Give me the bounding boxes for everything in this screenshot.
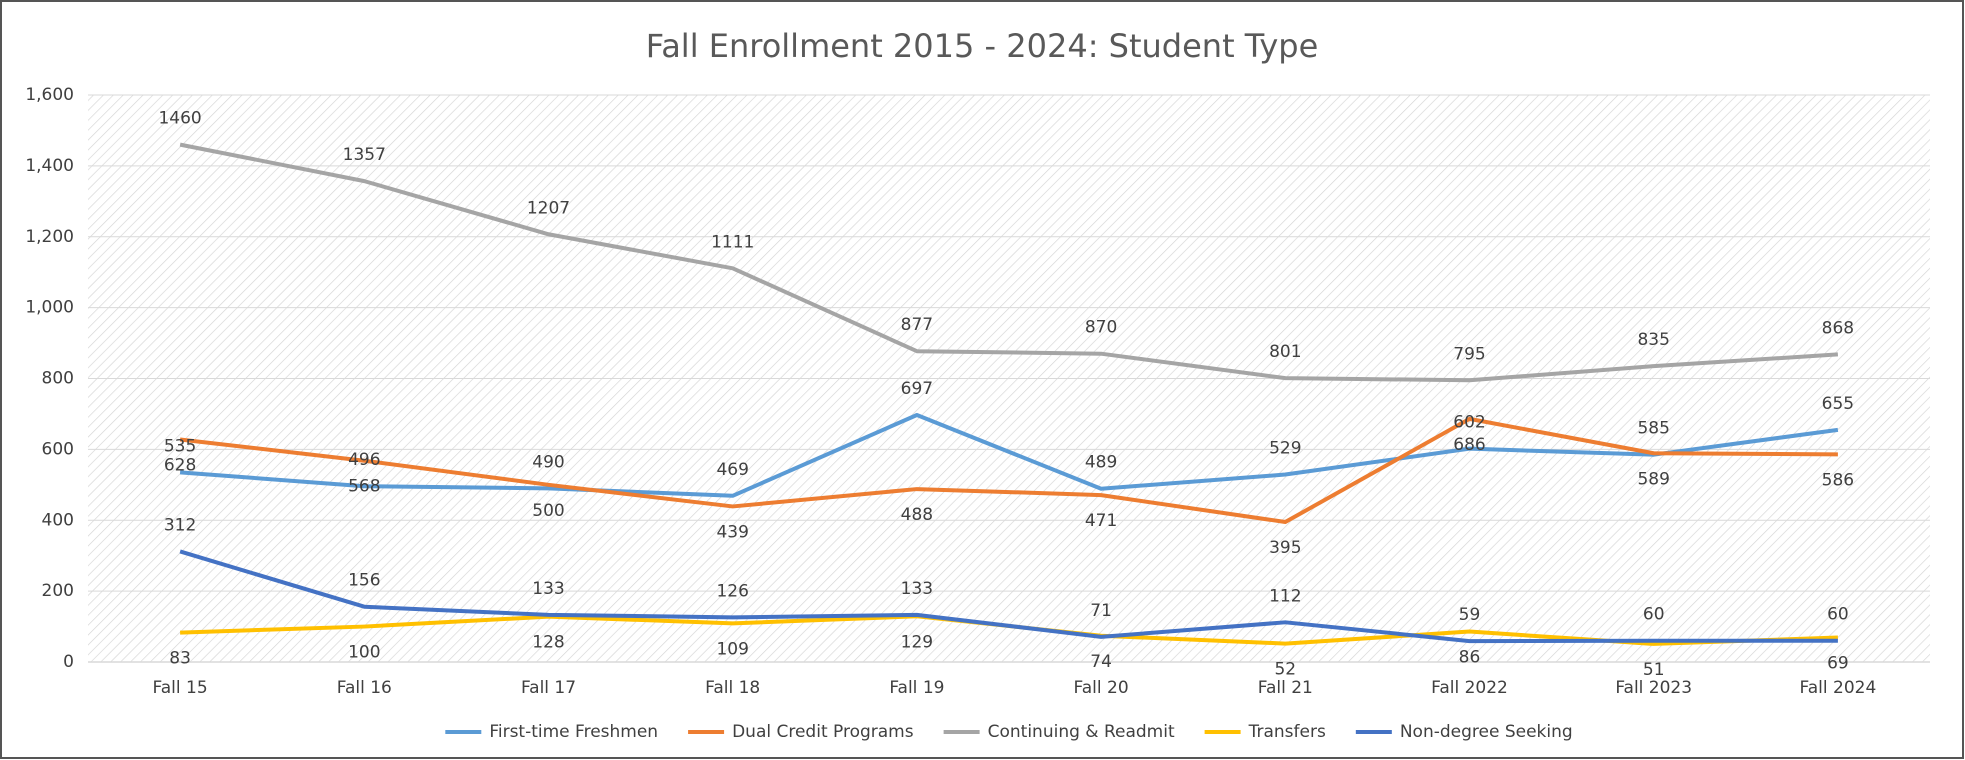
data-label: 439 xyxy=(716,522,748,542)
data-label: 83 xyxy=(169,649,191,669)
x-tick-label: Fall 18 xyxy=(705,678,760,698)
data-label: 801 xyxy=(1269,342,1301,362)
legend-label: First-time Freshmen xyxy=(489,722,658,742)
data-label: 395 xyxy=(1269,538,1301,558)
data-label: 133 xyxy=(532,579,564,599)
y-tick-label: 1,600 xyxy=(25,85,74,105)
data-label: 1111 xyxy=(711,232,754,252)
data-label: 133 xyxy=(901,579,933,599)
data-label: 112 xyxy=(1269,586,1301,606)
data-label: 100 xyxy=(348,643,380,663)
legend-label: Continuing & Readmit xyxy=(988,722,1175,742)
data-label: 60 xyxy=(1827,605,1849,625)
y-tick-label: 0 xyxy=(63,652,74,672)
data-label: 628 xyxy=(164,455,196,475)
data-label: 489 xyxy=(1085,453,1117,473)
x-tick-label: Fall 2023 xyxy=(1615,678,1692,698)
data-label: 471 xyxy=(1085,511,1117,531)
chart-title: Fall Enrollment 2015 - 2024: Student Typ… xyxy=(646,27,1319,65)
x-tick-label: Fall 21 xyxy=(1258,678,1313,698)
data-label: 1460 xyxy=(158,109,201,129)
data-label: 126 xyxy=(716,581,748,601)
data-label: 500 xyxy=(532,501,564,521)
data-label: 535 xyxy=(164,436,196,456)
data-label: 686 xyxy=(1453,435,1485,455)
y-tick-label: 1,200 xyxy=(25,227,74,247)
data-label: 602 xyxy=(1453,413,1485,433)
y-tick-label: 400 xyxy=(42,510,74,530)
data-label: 74 xyxy=(1090,652,1112,672)
data-label: 1357 xyxy=(343,145,386,165)
data-label: 51 xyxy=(1643,660,1665,680)
data-label: 52 xyxy=(1274,660,1296,680)
data-label: 71 xyxy=(1090,601,1112,621)
data-label: 496 xyxy=(348,450,380,470)
series-line xyxy=(179,413,1839,498)
data-label: 469 xyxy=(716,460,748,480)
data-label: 128 xyxy=(532,633,564,653)
data-label: 835 xyxy=(1637,330,1669,350)
data-label: 86 xyxy=(1459,648,1481,668)
legend-label: Dual Credit Programs xyxy=(732,722,914,742)
x-tick-label: Fall 17 xyxy=(521,678,576,698)
data-label: 1207 xyxy=(527,198,570,218)
x-tick-label: Fall 20 xyxy=(1074,678,1129,698)
data-label: 877 xyxy=(901,315,933,335)
data-label: 585 xyxy=(1637,419,1669,439)
x-tick-label: Fall 15 xyxy=(153,678,208,698)
x-tick-label: Fall 2022 xyxy=(1431,678,1508,698)
data-label: 568 xyxy=(348,477,380,497)
data-label: 60 xyxy=(1643,605,1665,625)
data-label: 312 xyxy=(164,515,196,535)
data-label: 488 xyxy=(901,505,933,525)
data-label: 109 xyxy=(716,639,748,659)
data-label: 529 xyxy=(1269,439,1301,459)
data-label: 655 xyxy=(1822,394,1854,414)
series-line xyxy=(179,416,1838,525)
x-tick-label: Fall 19 xyxy=(889,678,944,698)
data-label: 795 xyxy=(1453,344,1485,364)
data-label: 868 xyxy=(1822,318,1854,338)
data-label: 156 xyxy=(348,571,380,591)
y-tick-label: 600 xyxy=(42,439,74,459)
x-tick-label: Fall 16 xyxy=(337,678,392,698)
data-label: 870 xyxy=(1085,318,1117,338)
x-tick-label: Fall 2024 xyxy=(1800,678,1877,698)
data-label: 589 xyxy=(1637,469,1669,489)
data-label: 490 xyxy=(532,452,564,472)
y-tick-label: 800 xyxy=(42,369,74,389)
y-tick-label: 200 xyxy=(42,581,74,601)
data-label: 697 xyxy=(901,379,933,399)
y-tick-label: 1,000 xyxy=(25,298,74,318)
data-label: 59 xyxy=(1459,605,1481,625)
legend-label: Non-degree Seeking xyxy=(1400,722,1573,742)
legend-label: Transfers xyxy=(1248,722,1326,742)
y-tick-label: 1,400 xyxy=(25,156,74,176)
data-label: 586 xyxy=(1822,470,1854,490)
data-label: 129 xyxy=(901,632,933,652)
data-label: 69 xyxy=(1827,654,1849,674)
series-line xyxy=(179,549,1838,644)
series-line xyxy=(179,142,1839,383)
